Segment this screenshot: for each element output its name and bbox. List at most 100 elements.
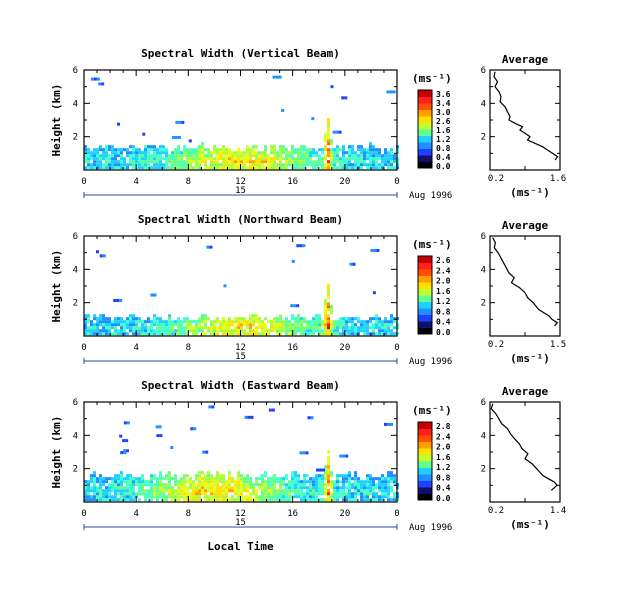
data-cell <box>339 157 342 161</box>
data-cell <box>282 326 285 330</box>
data-cell <box>135 477 138 481</box>
data-cell <box>291 154 294 158</box>
data-cell <box>315 329 318 333</box>
data-cell <box>300 492 303 496</box>
data-cell <box>165 498 168 502</box>
data-cell <box>261 326 264 330</box>
data-cell <box>294 489 297 493</box>
data-cell <box>387 151 390 155</box>
colorbar-swatch <box>418 155 432 162</box>
data-cell <box>321 320 324 324</box>
data-cell <box>225 157 228 161</box>
data-cell <box>360 163 363 167</box>
data-cell <box>276 163 279 167</box>
data-cell <box>144 329 147 333</box>
data-cell <box>267 477 270 481</box>
data-cell <box>114 486 117 490</box>
colorbar-tick-label: 1.2 <box>436 297 451 306</box>
data-cell <box>180 486 183 490</box>
data-cell <box>192 320 195 324</box>
data-cell <box>225 154 228 158</box>
data-cell <box>258 320 261 324</box>
date-month-label: Aug 1996 <box>409 523 452 533</box>
data-cell <box>93 166 96 170</box>
data-cell <box>225 320 228 324</box>
data-cell <box>378 148 381 152</box>
data-cell <box>240 483 243 487</box>
data-cell <box>183 320 186 324</box>
data-cell <box>153 323 156 327</box>
data-cell <box>264 492 267 496</box>
data-cell <box>249 151 252 155</box>
data-cell <box>111 166 114 170</box>
data-cell <box>345 320 348 324</box>
data-cell <box>288 154 291 158</box>
data-cell <box>180 332 183 336</box>
data-cell <box>384 148 387 152</box>
data-cell <box>129 489 132 493</box>
average-x-tick-label: 1.5 <box>550 340 566 350</box>
data-cell <box>231 477 234 481</box>
data-cell <box>327 124 330 128</box>
data-cell <box>381 486 384 490</box>
data-cell <box>258 483 261 487</box>
data-cell <box>102 320 105 324</box>
data-cell <box>300 486 303 490</box>
data-cell <box>366 323 369 327</box>
data-cell <box>195 163 198 167</box>
data-cell <box>327 483 330 487</box>
data-cell <box>183 498 186 502</box>
data-cell <box>369 145 372 149</box>
data-cell <box>114 160 117 164</box>
data-cell <box>120 498 123 502</box>
data-cell <box>165 160 168 164</box>
data-cell <box>327 308 330 312</box>
data-cell <box>150 160 153 164</box>
data-cell <box>324 314 327 318</box>
data-cell <box>375 317 378 321</box>
data-cell <box>297 160 300 164</box>
data-cell <box>98 82 102 86</box>
data-cell <box>303 486 306 490</box>
data-cell <box>99 483 102 487</box>
data-cell <box>315 492 318 496</box>
data-cell <box>141 163 144 167</box>
data-cell <box>273 163 276 167</box>
data-cell <box>201 486 204 490</box>
data-cell <box>142 132 146 136</box>
data-cell <box>324 305 327 309</box>
data-cell <box>90 332 93 336</box>
data-cell <box>228 489 231 493</box>
data-cell <box>114 489 117 493</box>
data-cell <box>237 151 240 155</box>
data-cell <box>330 492 333 496</box>
data-cell <box>123 451 127 455</box>
data-cell <box>93 157 96 161</box>
average-x-label: (ms⁻¹) <box>510 352 550 365</box>
data-cell <box>270 148 273 152</box>
colorbar-swatch <box>418 288 432 296</box>
data-cell <box>363 154 366 158</box>
data-cell <box>138 489 141 493</box>
data-cell <box>345 317 348 321</box>
data-cell <box>168 329 171 333</box>
data-cell <box>171 477 174 481</box>
data-cell <box>261 320 264 324</box>
data-cell <box>153 317 156 321</box>
data-cell <box>297 163 300 167</box>
data-cell <box>357 480 360 484</box>
data-cell <box>348 498 351 502</box>
data-cell <box>330 329 333 333</box>
data-cell <box>159 317 162 321</box>
data-cell <box>168 160 171 164</box>
data-cell <box>288 495 291 499</box>
data-cell <box>180 477 183 481</box>
data-cell <box>144 145 147 149</box>
data-cell <box>189 166 192 170</box>
data-cell <box>186 489 189 493</box>
data-cell <box>390 323 393 327</box>
data-cell <box>342 154 345 158</box>
data-cell <box>327 121 330 125</box>
data-cell <box>393 483 396 487</box>
data-cell <box>162 486 165 490</box>
